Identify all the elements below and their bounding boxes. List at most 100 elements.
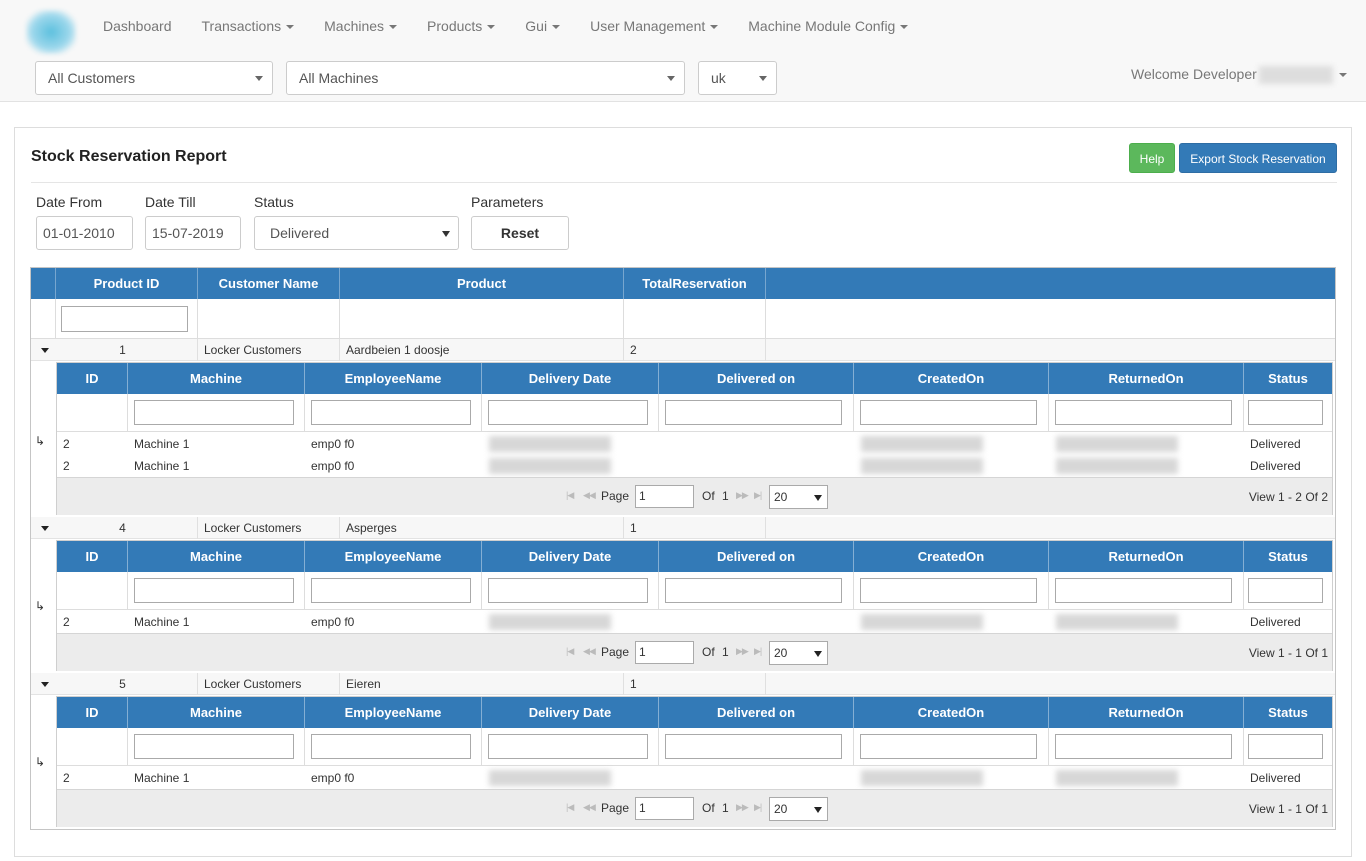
subgrid-header: ID Machine EmployeeName Delivery Date De… <box>57 697 1332 728</box>
nav-user-management[interactable]: User Management <box>575 0 733 52</box>
user-menu[interactable]: Welcome Developer <box>1131 66 1347 85</box>
nav-transactions[interactable]: Transactions <box>187 0 310 52</box>
column-header-machine[interactable]: Machine <box>128 541 305 572</box>
page-input[interactable]: 1 <box>635 641 694 664</box>
delivery-date-filter-input[interactable] <box>488 734 648 759</box>
column-header-machine[interactable]: Machine <box>128 697 305 728</box>
column-header-customer-name[interactable]: Customer Name <box>198 268 340 299</box>
master-row[interactable]: 1 Locker Customers Aardbeien 1 doosje 2 <box>31 339 1335 361</box>
date-from-input[interactable]: 01-01-2010 <box>36 216 133 250</box>
created-on-filter-input[interactable] <box>860 734 1037 759</box>
column-header-delivery-date[interactable]: Delivery Date <box>482 697 659 728</box>
next-page-icon[interactable]: ▶▶ <box>736 802 749 812</box>
export-stock-reservation-button[interactable]: Export Stock Reservation <box>1179 143 1337 173</box>
prev-page-icon[interactable]: ◀◀ <box>583 646 596 656</box>
column-header-returned-on[interactable]: ReturnedOn <box>1049 541 1244 572</box>
product-id-filter-input[interactable] <box>61 306 188 332</box>
column-header-returned-on[interactable]: ReturnedOn <box>1049 697 1244 728</box>
last-page-icon[interactable]: ▶| <box>754 490 762 500</box>
collapse-icon[interactable] <box>41 348 49 353</box>
machine-select[interactable]: All Machines <box>286 61 685 95</box>
page-size-select[interactable]: 20 <box>769 641 828 665</box>
created-on-filter-input[interactable] <box>860 578 1037 603</box>
created-on-filter-input[interactable] <box>860 400 1037 425</box>
machine-filter-input[interactable] <box>134 400 294 425</box>
nav-products[interactable]: Products <box>412 0 510 52</box>
collapse-icon[interactable] <box>41 526 49 531</box>
delivered-on-filter-input[interactable] <box>665 734 842 759</box>
first-page-icon[interactable]: |◀ <box>566 646 574 656</box>
column-header-delivered-on[interactable]: Delivered on <box>659 363 854 394</box>
machine-filter-input[interactable] <box>134 578 294 603</box>
master-row[interactable]: 4 Locker Customers Asperges 1 <box>31 517 1335 539</box>
table-row[interactable]: 2 Machine 1 emp0 f0 Delivered <box>57 433 1332 455</box>
customer-select[interactable]: All Customers <box>35 61 273 95</box>
column-header-id[interactable]: ID <box>57 697 128 728</box>
status-filter-input[interactable] <box>1248 578 1323 603</box>
column-header-delivered-on[interactable]: Delivered on <box>659 541 854 572</box>
column-header-machine[interactable]: Machine <box>128 363 305 394</box>
language-select[interactable]: uk <box>698 61 777 95</box>
machine-filter-input[interactable] <box>134 734 294 759</box>
nav-gui[interactable]: Gui <box>510 0 575 52</box>
column-header-delivery-date[interactable]: Delivery Date <box>482 541 659 572</box>
column-header-employee-name[interactable]: EmployeeName <box>305 363 482 394</box>
page-input[interactable]: 1 <box>635 797 694 820</box>
table-row[interactable]: 2 Machine 1 emp0 f0 Delivered <box>57 767 1332 789</box>
delivered-on-filter-input[interactable] <box>665 400 842 425</box>
page-input[interactable]: 1 <box>635 485 694 508</box>
column-header-status[interactable]: Status <box>1268 371 1308 386</box>
table-row[interactable]: 2 Machine 1 emp0 f0 Delivered <box>57 455 1332 477</box>
column-header-employee-name[interactable]: EmployeeName <box>305 541 482 572</box>
status-filter-input[interactable] <box>1248 400 1323 425</box>
status-filter-input[interactable] <box>1248 734 1323 759</box>
delivered-on-filter-input[interactable] <box>665 578 842 603</box>
next-page-icon[interactable]: ▶▶ <box>736 646 749 656</box>
employee-filter-input[interactable] <box>311 400 471 425</box>
status-select[interactable]: Delivered <box>254 216 459 250</box>
returned-on-filter-input[interactable] <box>1055 578 1232 603</box>
column-header-created-on[interactable]: CreatedOn <box>854 541 1049 572</box>
column-header-employee-name[interactable]: EmployeeName <box>305 697 482 728</box>
column-header-delivery-date[interactable]: Delivery Date <box>482 363 659 394</box>
column-header-created-on[interactable]: CreatedOn <box>854 363 1049 394</box>
column-header-status[interactable]: Status <box>1268 549 1308 564</box>
last-page-icon[interactable]: ▶| <box>754 646 762 656</box>
reset-button[interactable]: Reset <box>471 216 569 250</box>
date-till-input[interactable]: 15-07-2019 <box>145 216 241 250</box>
subgrid: ID Machine EmployeeName Delivery Date De… <box>56 696 1333 827</box>
prev-page-icon[interactable]: ◀◀ <box>583 490 596 500</box>
column-header-id[interactable]: ID <box>57 363 128 394</box>
nav-machine-module-config[interactable]: Machine Module Config <box>733 0 923 52</box>
delivery-date-filter-input[interactable] <box>488 578 648 603</box>
column-header-product-id[interactable]: Product ID <box>56 268 198 299</box>
delivery-date-filter-input[interactable] <box>488 400 648 425</box>
column-header-id[interactable]: ID <box>57 541 128 572</box>
column-header-created-on[interactable]: CreatedOn <box>854 697 1049 728</box>
table-row[interactable]: 2 Machine 1 emp0 f0 Delivered <box>57 611 1332 633</box>
column-header-total-reservation[interactable]: TotalReservation <box>624 268 766 299</box>
column-header-status[interactable]: Status <box>1268 705 1308 720</box>
master-row[interactable]: 5 Locker Customers Eieren 1 <box>31 673 1335 695</box>
first-page-icon[interactable]: |◀ <box>566 490 574 500</box>
first-page-icon[interactable]: |◀ <box>566 802 574 812</box>
nav-dashboard[interactable]: Dashboard <box>88 0 187 52</box>
returned-on-filter-input[interactable] <box>1055 400 1232 425</box>
nav-machines[interactable]: Machines <box>309 0 412 52</box>
brand-logo[interactable] <box>26 10 76 54</box>
caret-down-icon <box>900 25 909 30</box>
next-page-icon[interactable]: ▶▶ <box>736 490 749 500</box>
filter-cell <box>1049 572 1244 610</box>
last-page-icon[interactable]: ▶| <box>754 802 762 812</box>
column-header-delivered-on[interactable]: Delivered on <box>659 697 854 728</box>
collapse-icon[interactable] <box>41 682 49 687</box>
employee-filter-input[interactable] <box>311 734 471 759</box>
page-size-select[interactable]: 20 <box>769 797 828 821</box>
prev-page-icon[interactable]: ◀◀ <box>583 802 596 812</box>
page-size-select[interactable]: 20 <box>769 485 828 509</box>
returned-on-filter-input[interactable] <box>1055 734 1232 759</box>
employee-filter-input[interactable] <box>311 578 471 603</box>
column-header-returned-on[interactable]: ReturnedOn <box>1049 363 1244 394</box>
help-button[interactable]: Help <box>1129 143 1175 173</box>
column-header-product[interactable]: Product <box>340 268 624 299</box>
